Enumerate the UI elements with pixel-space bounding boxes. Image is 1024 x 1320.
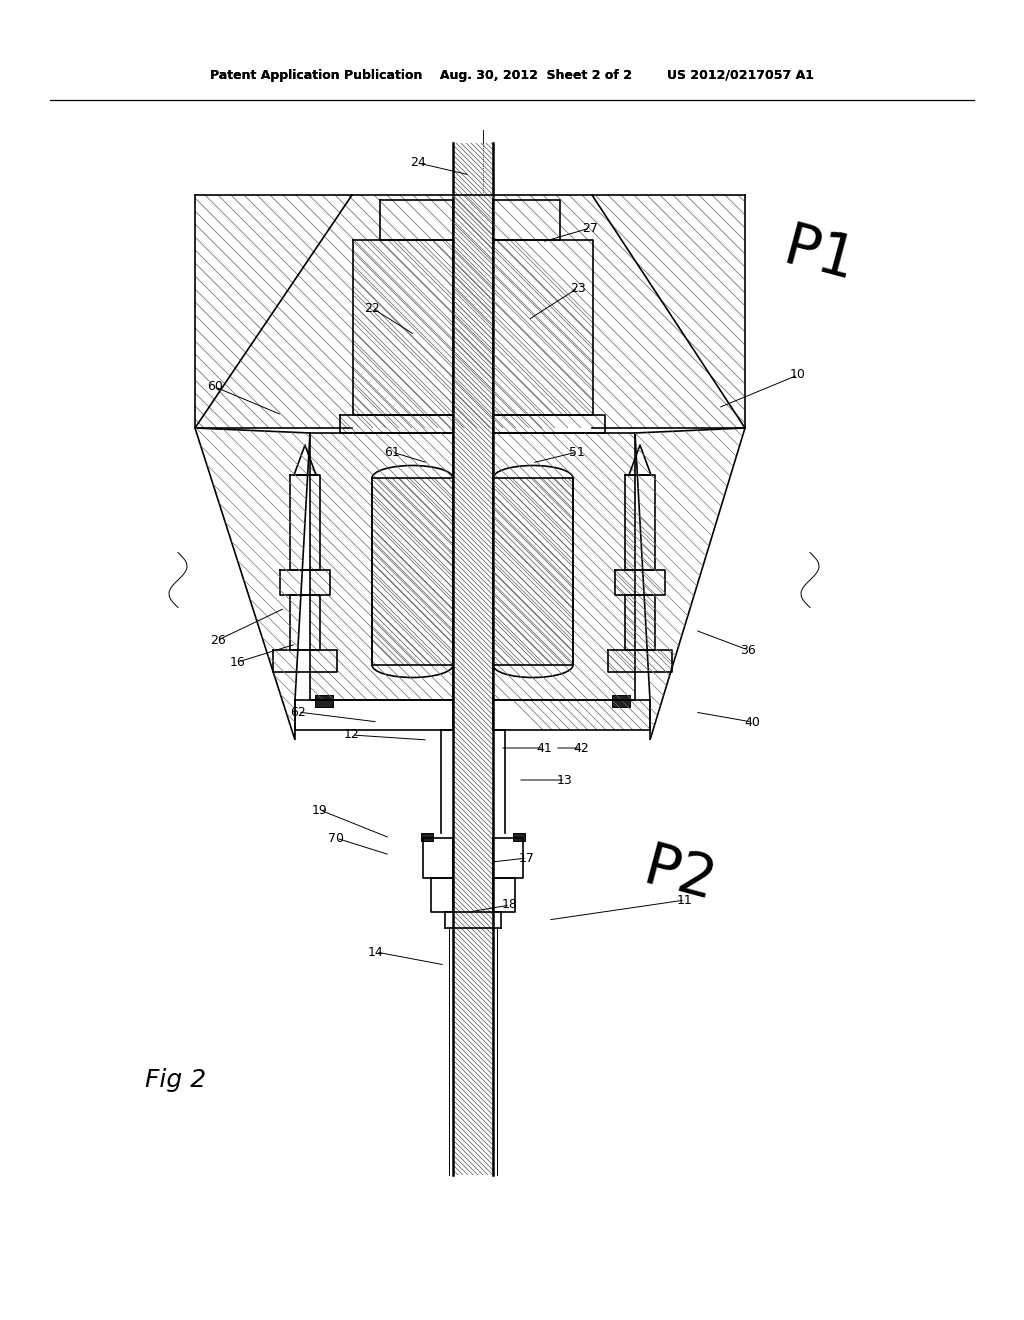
- Polygon shape: [493, 201, 560, 240]
- Polygon shape: [493, 838, 523, 878]
- Polygon shape: [340, 414, 453, 433]
- Polygon shape: [290, 475, 319, 570]
- Text: 51: 51: [569, 446, 585, 458]
- Bar: [345, 455, 370, 467]
- Polygon shape: [493, 414, 605, 433]
- Text: 16: 16: [230, 656, 246, 668]
- Text: 62: 62: [290, 705, 306, 718]
- Text: 27: 27: [582, 222, 598, 235]
- Text: Fig 2: Fig 2: [145, 1068, 206, 1092]
- Text: 60: 60: [207, 380, 223, 393]
- Text: 14: 14: [368, 945, 384, 958]
- Text: 18: 18: [502, 899, 518, 912]
- Polygon shape: [608, 649, 672, 672]
- Text: P1: P1: [777, 218, 862, 292]
- Polygon shape: [493, 700, 650, 730]
- FancyBboxPatch shape: [352, 195, 592, 428]
- Text: Patent Application Publication    Aug. 30, 2012  Sheet 2 of 2        US 2012/021: Patent Application Publication Aug. 30, …: [210, 69, 814, 82]
- Text: 23: 23: [570, 281, 586, 294]
- Polygon shape: [195, 195, 745, 428]
- Polygon shape: [493, 433, 635, 700]
- Polygon shape: [625, 595, 655, 649]
- Polygon shape: [273, 649, 337, 672]
- Polygon shape: [493, 878, 515, 912]
- Text: Patent Application Publication    Aug. 30, 2012  Sheet 2 of 2        US 2012/021: Patent Application Publication Aug. 30, …: [210, 69, 814, 82]
- Text: 17: 17: [519, 851, 535, 865]
- Polygon shape: [423, 838, 453, 878]
- Text: 42: 42: [573, 742, 589, 755]
- Text: 24: 24: [411, 157, 426, 169]
- Polygon shape: [310, 433, 453, 700]
- Text: 13: 13: [557, 774, 572, 787]
- Polygon shape: [295, 700, 453, 730]
- Polygon shape: [615, 570, 665, 595]
- Text: 41: 41: [537, 742, 552, 755]
- Bar: [315, 696, 333, 708]
- Text: 11: 11: [677, 894, 693, 907]
- Text: 40: 40: [744, 715, 760, 729]
- Bar: [421, 833, 433, 841]
- Polygon shape: [372, 478, 453, 665]
- Text: 70: 70: [328, 832, 344, 845]
- Bar: [513, 833, 525, 841]
- Polygon shape: [625, 475, 655, 570]
- Text: 22: 22: [365, 301, 380, 314]
- Text: 26: 26: [210, 634, 226, 647]
- Polygon shape: [380, 201, 453, 240]
- Text: P2: P2: [638, 838, 722, 912]
- Polygon shape: [431, 878, 453, 912]
- Text: 12: 12: [344, 729, 359, 742]
- Polygon shape: [290, 595, 319, 649]
- Polygon shape: [453, 143, 493, 1175]
- Bar: [612, 696, 630, 708]
- Text: 19: 19: [312, 804, 328, 817]
- Text: 10: 10: [791, 368, 806, 381]
- Polygon shape: [280, 570, 330, 595]
- Bar: [575, 455, 600, 467]
- Polygon shape: [353, 240, 453, 414]
- Text: 61: 61: [384, 446, 400, 458]
- Polygon shape: [493, 240, 593, 414]
- Polygon shape: [493, 478, 573, 665]
- Text: 36: 36: [740, 644, 756, 656]
